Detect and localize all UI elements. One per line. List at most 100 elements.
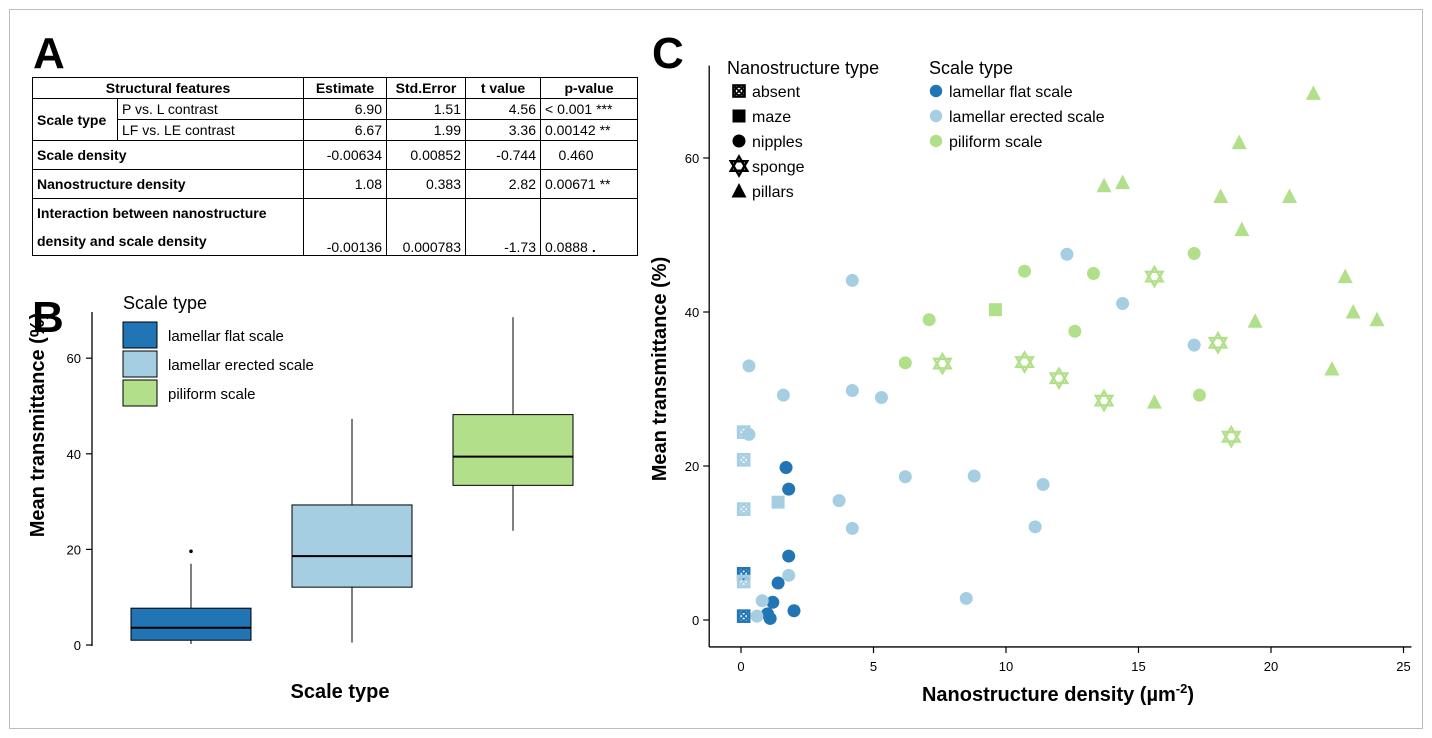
scatter-point-absent [736,574,751,589]
table-row: Interaction between nanostructure density… [32,198,638,256]
row-feature: Interaction between nanostructure density… [32,198,304,256]
boxplot-y-axis-label: Mean transmittance (%) [27,313,49,538]
boxplot-box [291,504,413,588]
scatter-point-sponge [1048,366,1070,391]
p-value-text: 0.0888 [545,239,588,255]
row-feature-line-1: Interaction between nanostructure [37,205,267,221]
scatter-point-nipples [1036,477,1050,491]
legend-nano-label: absent [752,84,801,101]
row-std-error: 0.383 [386,169,466,199]
scatter-y-tick-label: 40 [685,305,699,320]
scatter-point-nipples [1086,267,1100,280]
row-estimate: 1.08 [303,169,387,199]
figure-frame [9,9,1423,729]
scatter-x-tick-label: 10 [999,659,1013,674]
marker-absent-box [736,566,751,581]
scatter-point-pillars [1305,85,1321,100]
scatter-y-tick-label: 20 [685,459,699,474]
scatter-x-axis-label: Nanostructure density (µm-2) [922,681,1194,706]
boxplot-y-tick-label: 0 [74,638,81,653]
scatter-axes: 0 5 10 15 20 25 0 20 40 60 [685,65,1412,674]
scatter-point-sponge [1093,388,1115,413]
scatter-point-nipples [898,470,912,484]
marker-absent-box [732,84,746,98]
marker-sponge-up [1093,388,1115,407]
row-std-error: 0.00852 [386,140,466,170]
marker-absent-cross [733,85,745,97]
scatter-point-pillars [1282,188,1298,203]
scatter-point-sponge [1014,350,1035,374]
scale-type-legend-title: Scale type [929,58,1013,78]
legend-scale-label: lamellar flat scale [949,84,1073,101]
significance-stars: ** [599,176,611,192]
row-t-value: 4.56 [465,98,541,120]
panel-label-b: B [32,293,64,342]
marker-absent-cross [738,611,749,622]
scatter-point-sponge [1144,264,1165,289]
significance-stars: ** [599,122,611,138]
scatter-point-nipples [898,356,912,370]
scatter-point-pillars [1231,134,1247,150]
scatter-point-pillars [1096,177,1112,193]
row-t-value: 3.36 [465,119,541,141]
marker-sponge-down [932,357,953,376]
scatter-point-nipples [967,469,981,483]
marker-sponge-down [1048,372,1070,391]
scatter-point-absent [736,453,751,467]
legend-marker-sponge [728,154,750,178]
legend-nano-label: maze [752,109,791,126]
scatter-point-nipples [845,384,859,398]
scatter-point-pillars [1146,394,1162,409]
scatter-point-nipples [1187,338,1201,352]
scatter-y-tick-label: 60 [685,151,699,166]
boxplot-outlier [189,549,193,554]
scatter-point-maze [988,303,1002,317]
scatter-x-tick-label: 15 [1131,659,1145,674]
legend-scale-marker [929,134,943,148]
scatter-point-nipples [1068,324,1082,338]
legend-marker-maze [732,109,746,123]
scatter-point-nipples [782,482,796,496]
marker-sponge-up [728,154,750,172]
scatter-point-nipples [782,549,796,563]
legend-marker-absent [732,84,746,98]
significance-stars: . [591,239,596,255]
scatter-point-sponge [932,351,953,376]
table-row: Scale density -0.00634 0.00852 -0.744 0.… [32,140,638,170]
scatter-point-absent [736,609,751,623]
legend-nano-label: nipples [752,134,803,151]
boxplot-legend-title: Scale type [123,293,207,313]
scatter-x-label-end: ) [1187,684,1194,706]
row-p-value: 0.00671 ** [540,169,638,199]
panel-label-a: A [33,29,65,78]
marker-sponge-up [932,351,953,370]
scatter-point-absent [736,502,751,516]
scatter-x-tick-label: 0 [737,659,744,674]
marker-sponge-up [1014,350,1035,368]
legend-marker-nipples [732,134,746,148]
header-t-value: t value [465,77,541,99]
marker-sponge-down [1207,336,1229,355]
marker-absent-cross [738,454,749,465]
scatter-point-nipples [1187,246,1201,260]
boxplot-x-axis-label: Scale type [291,681,390,703]
scatter-point-nipples [776,388,790,402]
row-feature-line-2: density and scale density [37,233,207,249]
marker-sponge-down [728,160,750,178]
boxplot-legend-swatch [122,379,158,407]
marker-sponge-up [1048,366,1070,385]
boxplot-legend: lamellar flat scale lamellar erected scal… [122,321,314,407]
scatter-point-nipples [1018,264,1032,278]
scatter-point-nipples [1192,388,1206,402]
scatter-point-nipples [959,591,973,605]
scatter-point-nipples [1028,520,1042,534]
scatter-point-nipples [750,609,764,623]
scatter-point-sponge [1220,424,1242,449]
scatter-point-pillars [1247,313,1263,328]
scatter-point-nipples [755,594,769,608]
scatter-point-nipples [742,359,756,373]
scatter-point-nipples [874,390,888,404]
boxplot-y-tick-label: 40 [67,447,81,462]
boxplot-legend-label: lamellar flat scale [168,328,284,345]
